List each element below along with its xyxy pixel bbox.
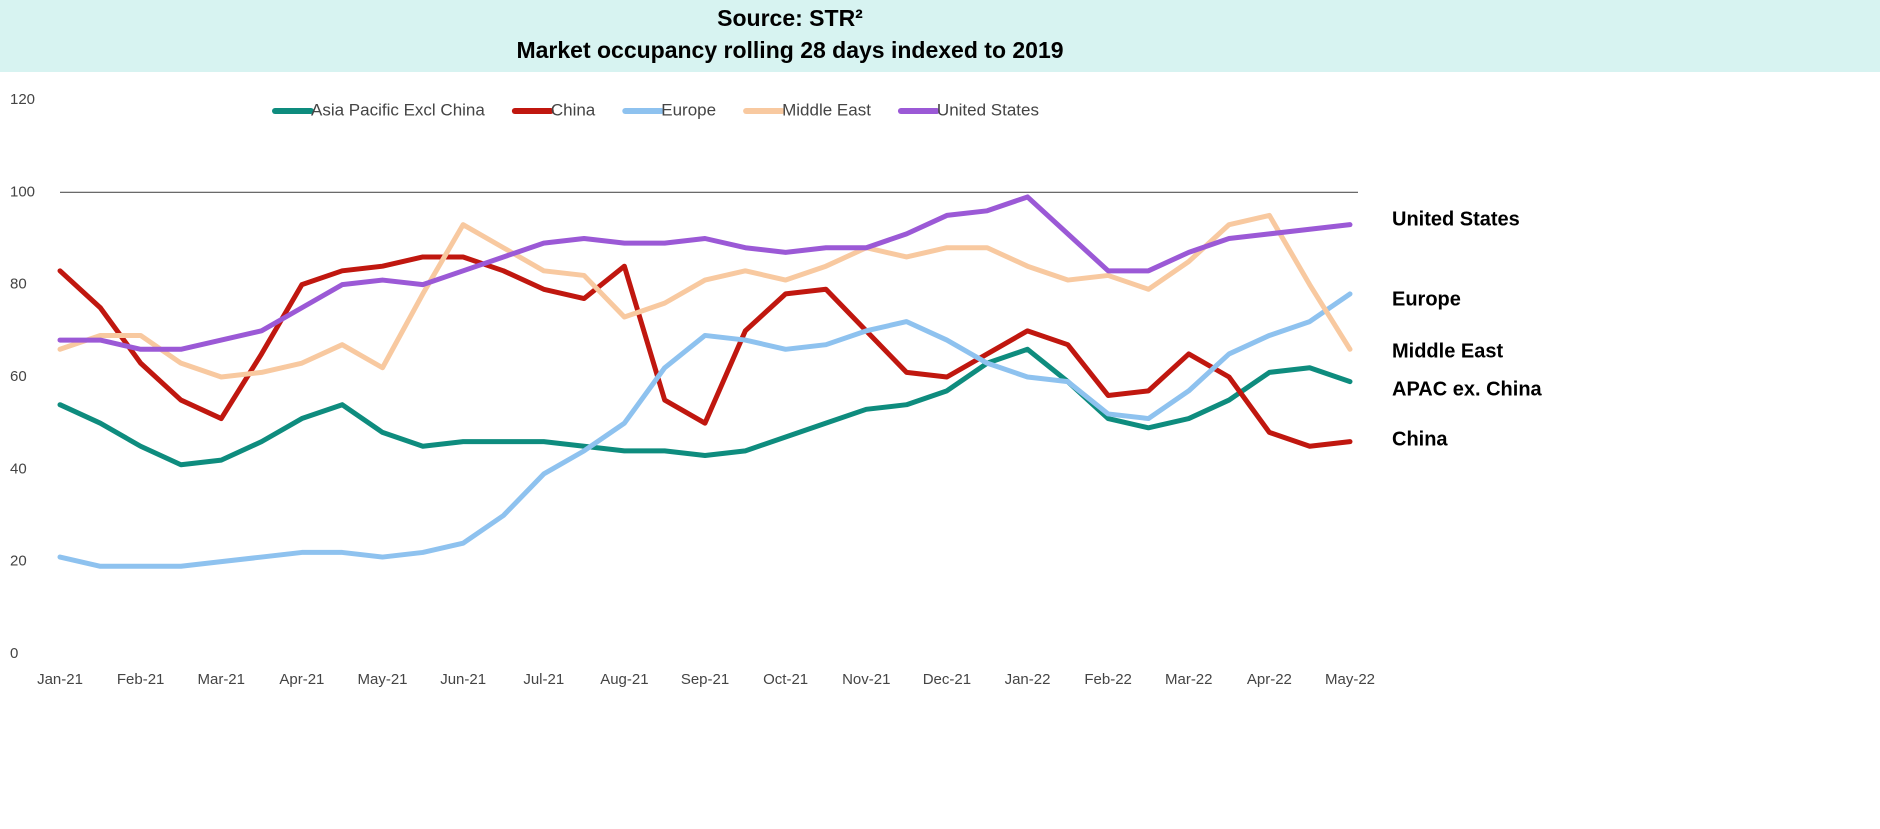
- series-line: [57, 254, 1353, 449]
- x-tick-label: Mar-21: [197, 671, 245, 688]
- y-tick-label: 20: [10, 553, 27, 570]
- x-tick-label: Sep-21: [681, 671, 729, 688]
- y-tick-label: 120: [10, 91, 35, 108]
- x-tick-label: Jun-21: [440, 671, 486, 688]
- x-tick-label: Dec-21: [923, 671, 971, 688]
- annotation: Middle East: [1392, 340, 1503, 362]
- series-line: [57, 194, 1353, 352]
- y-tick-label: 0: [10, 645, 18, 662]
- x-tick-label: Apr-21: [279, 671, 324, 688]
- header-band: [0, 0, 1880, 72]
- x-tick-label: Mar-22: [1165, 671, 1213, 688]
- x-tick-label: Jan-21: [37, 671, 83, 688]
- annotation: Europe: [1392, 288, 1461, 310]
- x-tick-label: Nov-21: [842, 671, 890, 688]
- annotation: APAC ex. China: [1392, 378, 1543, 400]
- series-line: [57, 212, 1353, 380]
- x-tick-label: Oct-21: [763, 671, 808, 688]
- chart-title: Source: STR²: [717, 5, 863, 31]
- x-tick-label: May-22: [1325, 671, 1375, 688]
- legend-label: United States: [937, 100, 1039, 119]
- y-tick-label: 40: [10, 460, 27, 477]
- legend-label: China: [551, 100, 596, 119]
- series-line: [57, 346, 1353, 468]
- x-tick-label: May-21: [357, 671, 407, 688]
- series-line: [57, 291, 1353, 569]
- annotation: United States: [1392, 208, 1520, 230]
- x-tick-label: Jan-22: [1005, 671, 1051, 688]
- legend-label: Europe: [661, 100, 716, 119]
- x-tick-label: Apr-22: [1247, 671, 1292, 688]
- legend-label: Asia Pacific Excl China: [311, 100, 485, 119]
- y-tick-label: 100: [10, 183, 35, 200]
- x-tick-label: Feb-22: [1084, 671, 1132, 688]
- legend-label: Middle East: [782, 100, 871, 119]
- x-tick-label: Feb-21: [117, 671, 165, 688]
- chart-subtitle: Market occupancy rolling 28 days indexed…: [516, 37, 1063, 63]
- y-tick-label: 80: [10, 276, 27, 293]
- annotation: China: [1392, 428, 1448, 450]
- x-tick-label: Aug-21: [600, 671, 648, 688]
- x-tick-label: Jul-21: [523, 671, 564, 688]
- y-tick-label: 60: [10, 368, 27, 385]
